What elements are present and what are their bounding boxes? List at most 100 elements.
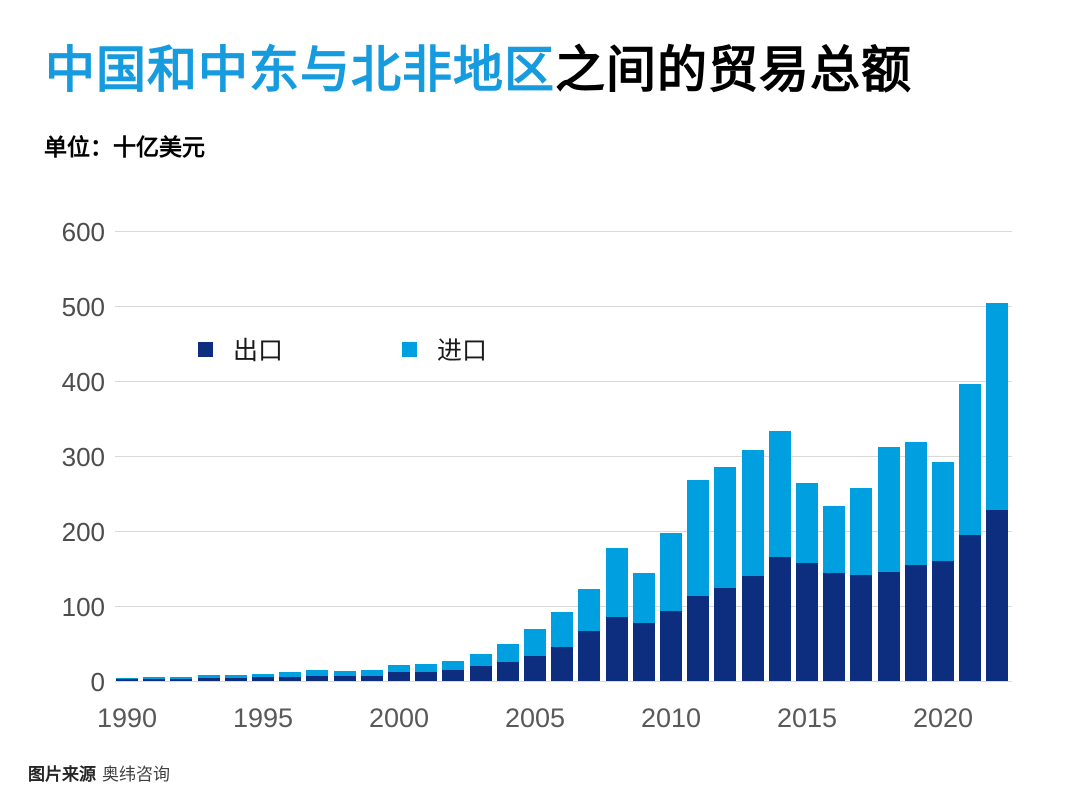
bar-2019-imports-segment	[904, 441, 927, 565]
bar-1990-imports-segment	[116, 677, 138, 680]
bar-1993-exports-segment	[197, 678, 220, 681]
bar-2022	[986, 303, 1009, 681]
bar-2001-imports-segment	[415, 664, 438, 672]
bar-1991	[143, 676, 166, 681]
bar-2007-imports-segment	[578, 588, 601, 631]
bar-2007	[578, 588, 601, 681]
bar-2009-exports-segment	[632, 622, 655, 681]
bar-2017-imports-segment	[850, 488, 873, 575]
bar-2008-exports-segment	[605, 616, 628, 681]
bar-1995-imports-segment	[252, 673, 274, 678]
bar-1994-exports-segment	[224, 678, 247, 681]
x-axis-label-1995: 1995	[232, 703, 294, 733]
gridline-300	[115, 455, 1012, 457]
bar-2015-imports-segment	[796, 483, 818, 564]
bar-1993-imports-segment	[197, 675, 220, 678]
chart-unit-label: 单位：十亿美元	[44, 134, 205, 160]
bar-1997-imports-segment	[306, 669, 329, 676]
bar-1994-imports-segment	[224, 675, 247, 678]
bar-2002-imports-segment	[442, 661, 465, 670]
y-axis-label-600: 600	[61, 217, 105, 247]
chart-title: 中国和中东与北非地区之间的贸易总额	[45, 42, 912, 100]
bar-2014-exports-segment	[768, 557, 791, 681]
bar-1992	[170, 676, 193, 681]
bar-2019	[904, 441, 927, 681]
bar-2003-exports-segment	[469, 666, 492, 681]
bar-2010-imports-segment	[660, 533, 682, 611]
bar-2017-exports-segment	[850, 574, 873, 681]
bar-2012-exports-segment	[714, 588, 737, 681]
image-source-credit: 图片来源 奥纬咨询	[28, 760, 170, 785]
bar-1995-exports-segment	[252, 677, 274, 681]
legend-item-imports: 进口	[402, 331, 487, 367]
imports-swatch-icon	[402, 341, 418, 357]
bar-2008-imports-segment	[605, 548, 628, 617]
legend-item-exports: 出口	[198, 331, 283, 367]
bar-2000	[388, 664, 410, 681]
bar-2011-exports-segment	[687, 596, 710, 681]
bar-2001	[415, 664, 438, 681]
bar-1992-imports-segment	[170, 676, 193, 679]
bar-2002	[442, 661, 465, 681]
bar-2021	[959, 384, 982, 681]
bar-1990	[116, 677, 138, 681]
x-axis-label-2015: 2015	[776, 703, 838, 733]
bar-2012-imports-segment	[714, 466, 737, 588]
bar-2021-imports-segment	[959, 384, 982, 535]
y-axis-label-300: 300	[61, 442, 105, 472]
bar-2007-exports-segment	[578, 630, 601, 681]
bar-1998	[333, 671, 356, 681]
x-axis-label-2000: 2000	[368, 703, 430, 733]
gridline-0	[115, 680, 1012, 682]
x-axis-label-2005: 2005	[504, 703, 566, 733]
bar-1993	[197, 675, 220, 681]
x-axis-label-2010: 2010	[640, 703, 702, 733]
bar-2015-exports-segment	[796, 563, 818, 681]
bar-1997-exports-segment	[306, 675, 329, 681]
bar-1996	[279, 672, 302, 681]
y-axis-label-200: 200	[61, 517, 105, 547]
bar-2004-exports-segment	[496, 661, 519, 681]
bar-2001-exports-segment	[415, 672, 438, 681]
exports-swatch-icon	[198, 341, 213, 357]
x-axis-label-1990: 1990	[96, 703, 158, 733]
bar-2013-imports-segment	[741, 450, 764, 576]
bar-1996-imports-segment	[279, 672, 302, 677]
gridline-600	[115, 230, 1012, 232]
bar-2002-exports-segment	[442, 669, 465, 681]
bar-2006	[551, 612, 574, 681]
chart-legend: 出口 进口	[198, 331, 487, 367]
source-label: 图片来源	[28, 765, 96, 784]
bar-1991-imports-segment	[143, 676, 166, 679]
y-axis-label-0: 0	[90, 667, 105, 697]
bar-2018	[877, 447, 900, 681]
bar-2019-exports-segment	[904, 564, 927, 681]
bar-2011	[687, 480, 710, 681]
bar-2013	[741, 450, 764, 681]
y-axis-label-400: 400	[61, 367, 105, 397]
plot-area	[115, 230, 1012, 682]
bar-2003	[469, 654, 492, 681]
bar-2004-imports-segment	[496, 643, 519, 662]
bar-2008	[605, 548, 628, 681]
bar-2005	[524, 628, 546, 681]
bar-2000-exports-segment	[388, 672, 410, 681]
bar-2016-imports-segment	[823, 506, 846, 573]
gridline-200	[115, 530, 1012, 532]
bar-1991-exports-segment	[143, 678, 166, 681]
bar-2006-imports-segment	[551, 612, 574, 647]
bar-2020-imports-segment	[932, 462, 954, 561]
y-axis-label-100: 100	[61, 592, 105, 622]
bar-1999-imports-segment	[360, 670, 383, 676]
gridline-500	[115, 305, 1012, 307]
bar-2000-imports-segment	[388, 664, 410, 672]
bar-1996-exports-segment	[279, 676, 302, 681]
bar-2016	[823, 506, 846, 681]
bar-1999-exports-segment	[360, 675, 383, 681]
bar-2022-exports-segment	[986, 510, 1009, 681]
bar-2020	[932, 462, 954, 681]
y-axis-label-500: 500	[61, 292, 105, 322]
bar-2017	[850, 488, 873, 681]
bar-2015	[796, 483, 818, 681]
